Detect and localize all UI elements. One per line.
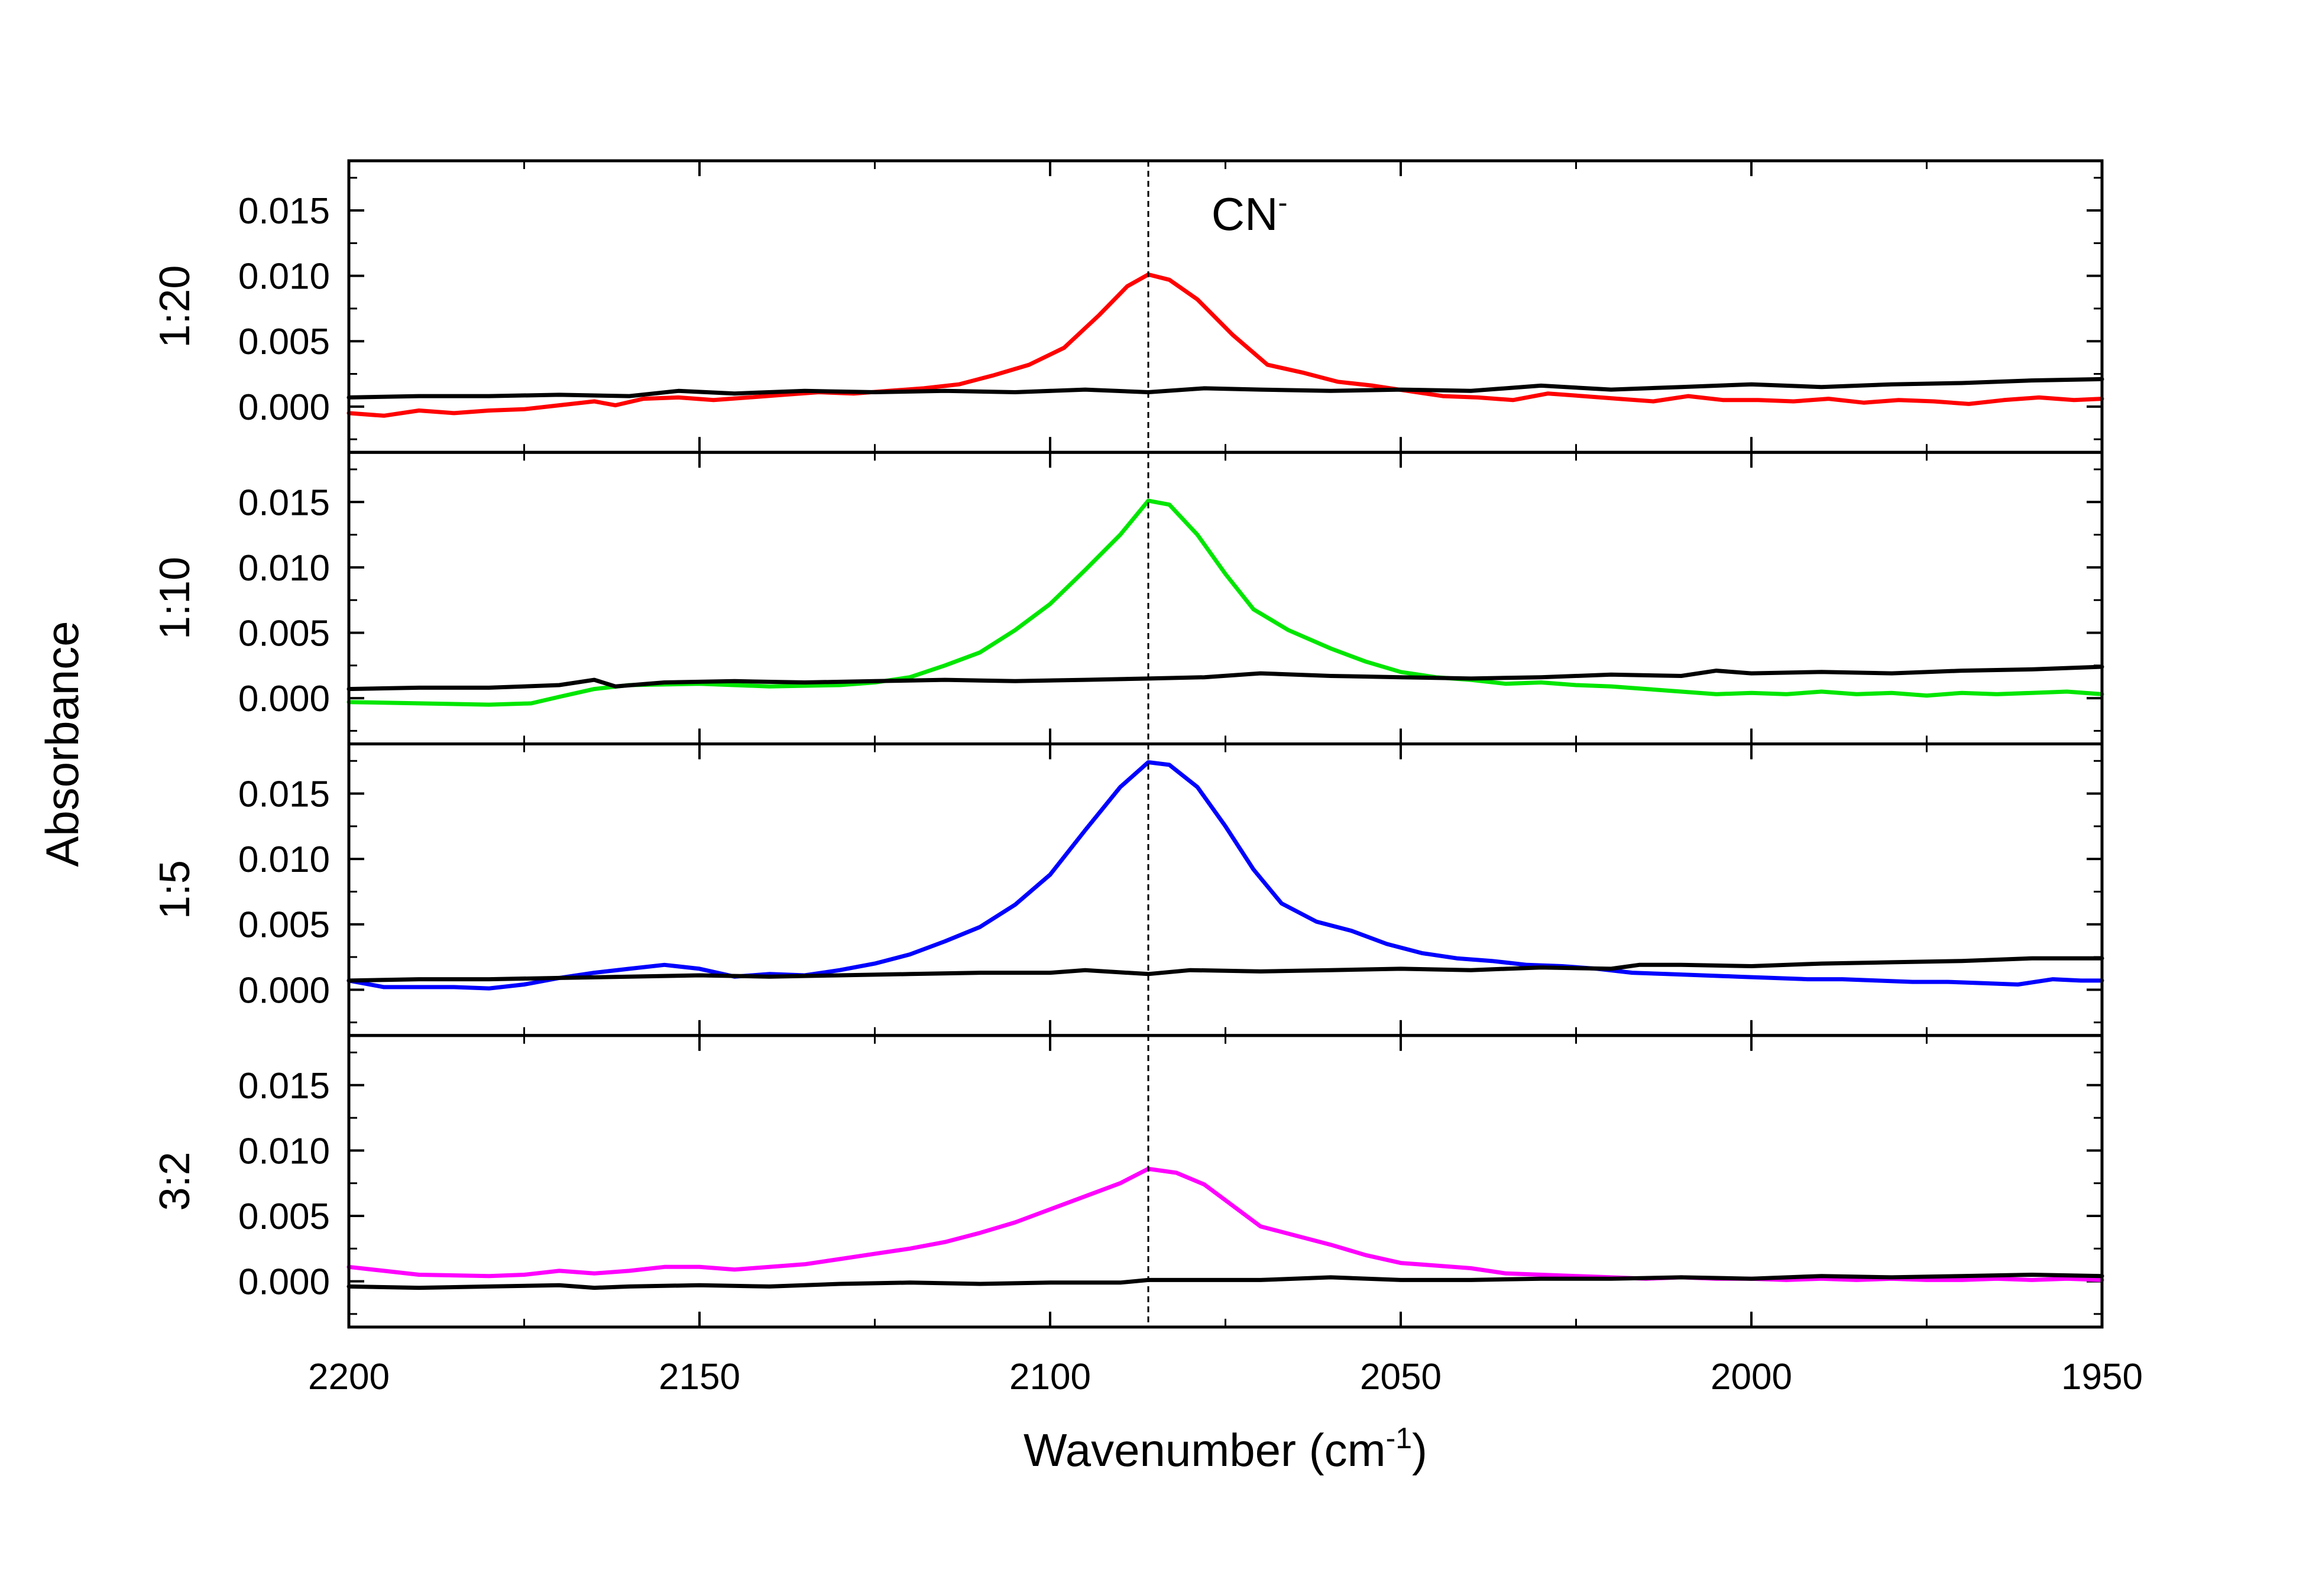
x-axis: 2200 2150 2100 2050 2000 1950 (308, 1357, 2143, 1397)
x-axis-title: Wavenumber (cm-1) (1024, 1422, 1427, 1476)
y-tick-label: 0.015 (238, 1066, 330, 1107)
y-axis-title: Absorbance (36, 621, 88, 867)
panel-ratio-label: 1:10 (151, 557, 199, 640)
y-tick-label: 0.010 (238, 548, 330, 589)
series-line (346, 664, 2104, 692)
x-axis-title-superscript: -1 (1386, 1422, 1412, 1455)
y-tick-label: 0.015 (238, 482, 330, 523)
panel-4: 0.000 0.005 0.010 0.015 3:2 (151, 1034, 2104, 1329)
series-line (346, 377, 2104, 400)
y-tick-label: 0.010 (238, 839, 330, 880)
y-tick-label: 0.015 (238, 191, 330, 232)
panel-ratio-label: 1:5 (151, 860, 199, 919)
series-line (346, 498, 2104, 707)
panel-1: 0.000 0.005 0.010 0.015 1:20 (151, 159, 2104, 454)
x-tick-label: 2000 (1711, 1357, 1792, 1397)
series-line (346, 956, 2104, 983)
y-tick-label: 0.005 (238, 1196, 330, 1237)
y-tick-label: 0.005 (238, 613, 330, 654)
x-tick-label: 2150 (659, 1357, 740, 1397)
y-tick-label: 0.000 (238, 387, 330, 428)
series-line (346, 760, 2104, 991)
x-tick-label: 2200 (308, 1357, 390, 1397)
x-tick-label: 2050 (1360, 1357, 1442, 1397)
panel-ratio-label: 1:20 (151, 265, 199, 348)
panels-layer: 0.0000.0050.0100.0151:200.0000.0050.0100… (151, 159, 2104, 1329)
x-tick-label: 1950 (2061, 1357, 2143, 1397)
y-tick-label: 0.010 (238, 1131, 330, 1172)
cn-annotation-text: CN (1212, 188, 1278, 240)
y-tick-label: 0.005 (238, 322, 330, 362)
series-line (346, 1273, 2104, 1290)
y-tick-label: 0.000 (238, 679, 330, 719)
y-tick-label: 0.000 (238, 1262, 330, 1303)
x-axis-title-text: Wavenumber (cm (1024, 1424, 1386, 1476)
series-line (346, 272, 2104, 418)
cn-annotation-superscript: - (1278, 187, 1287, 219)
panel-ratio-label: 3:2 (151, 1151, 199, 1211)
y-tick-label: 0.010 (238, 257, 330, 297)
y-tick-label: 0.000 (238, 970, 330, 1011)
series-line (346, 1166, 2104, 1282)
x-tick-label: 2100 (1009, 1357, 1091, 1397)
x-axis-title-tail: ) (1412, 1424, 1427, 1476)
cn-annotation: CN- (1212, 187, 1288, 240)
y-tick-label: 0.015 (238, 774, 330, 815)
y-tick-label: 0.005 (238, 905, 330, 946)
panel-3: 0.000 0.005 0.010 0.015 1:5 (151, 742, 2104, 1037)
panel-frame (347, 1034, 2104, 1329)
